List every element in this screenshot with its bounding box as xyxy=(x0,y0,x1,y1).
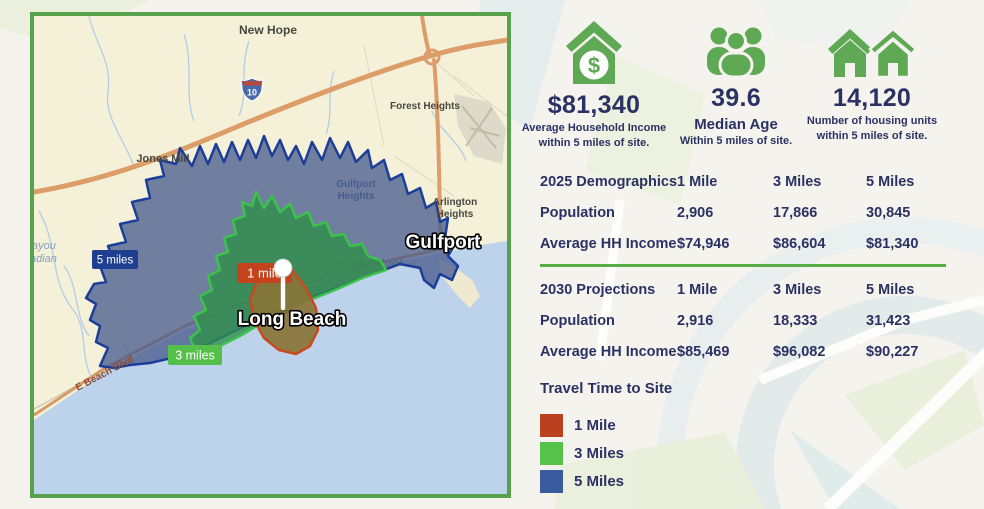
cell-value: $96,082 xyxy=(773,343,826,360)
column-header: 5 Miles xyxy=(866,281,915,298)
svg-text:ayou: ayou xyxy=(34,240,56,252)
map-label-bayou: ayou adian xyxy=(34,240,57,265)
cell-value: $74,946 xyxy=(677,235,730,252)
interstate-10-shield-icon: 10 xyxy=(240,77,264,102)
table-2025-demographics: 2025 Demographics 1 Mile 3 Miles 5 Miles… xyxy=(540,166,946,259)
cell-value: $81,340 xyxy=(866,235,919,252)
row-label: Population xyxy=(540,204,615,221)
stat-median-age: 39.6 Median Age Within 5 miles of site. xyxy=(658,25,814,148)
table-row: Population 2,906 17,866 30,845 xyxy=(540,197,946,228)
stat-average-household-income: $ $81,340 Average Household Income withi… xyxy=(521,21,667,150)
map-canvas: Gaston Point Gulfport Heights 10 New Hop… xyxy=(34,16,507,494)
map-label-long-beach: Long Beach xyxy=(238,309,347,330)
svg-text:adian: adian xyxy=(34,253,57,265)
stat-desc-line: within 5 miles of site. xyxy=(816,130,928,142)
table-row: Population 2,916 18,333 31,423 xyxy=(540,305,946,336)
legend-label: 3 Miles xyxy=(574,445,625,462)
svg-text:3 miles: 3 miles xyxy=(175,349,215,363)
cell-value: 2,916 xyxy=(677,312,714,329)
map-minor-roads xyxy=(363,45,507,197)
stat-housing-units: 14,120 Number of housing units within 5 … xyxy=(792,29,952,143)
stat-value: $81,340 xyxy=(547,91,641,119)
map-airport xyxy=(454,94,506,164)
cell-value: 30,845 xyxy=(866,204,911,221)
people-group-icon xyxy=(658,25,814,77)
cell-value: $90,227 xyxy=(866,343,919,360)
stat-desc-line: Within 5 miles of site. xyxy=(679,135,793,147)
map-label-new-hope: New Hope xyxy=(239,23,297,37)
column-header: 3 Miles xyxy=(773,281,822,298)
demographics-tables: 2025 Demographics 1 Mile 3 Miles 5 Miles… xyxy=(540,166,946,367)
badge-3-miles: 3 miles xyxy=(168,345,222,365)
table-title: 2030 Projections xyxy=(540,281,656,298)
income-house-icon: $ xyxy=(521,21,667,84)
table-header-row: 2025 Demographics 1 Mile 3 Miles 5 Miles xyxy=(540,166,946,197)
legend-label: 5 Miles xyxy=(574,473,625,490)
green-divider xyxy=(540,264,946,267)
cell-value: 2,906 xyxy=(677,204,714,221)
map-place-labels: New Hope Jones Mill Forest Heights Arlin… xyxy=(136,23,477,220)
legend-title: Travel Time to Site xyxy=(540,380,673,397)
site-pin-icon xyxy=(273,258,293,314)
cell-value: 17,866 xyxy=(773,204,818,221)
stat-desc-line: Number of housing units xyxy=(806,115,938,127)
travel-time-legend: Travel Time to Site 1 Mile 3 Miles 5 Mil… xyxy=(540,380,672,496)
legend-item-1-mile: 1 Mile xyxy=(540,412,672,439)
map-rivers xyxy=(38,16,467,382)
stat-value: 39.6 xyxy=(711,84,761,112)
column-header: 1 Mile xyxy=(677,173,718,190)
table-row: Average HH Income $85,469 $96,082 $90,22… xyxy=(540,336,946,367)
legend-item-5-miles: 5 Miles xyxy=(540,468,672,495)
column-header: 3 Miles xyxy=(773,173,822,190)
stat-value: 14,120 xyxy=(832,84,912,112)
table-2030-projections: 2030 Projections 1 Mile 3 Miles 5 Miles … xyxy=(540,274,946,367)
map-label-arlington-heights: Arlington Heights xyxy=(433,197,477,220)
legend-swatch-5-miles xyxy=(540,470,563,493)
legend-label: 1 Mile xyxy=(574,417,616,434)
row-label: Population xyxy=(540,312,615,329)
legend-item-3-miles: 3 Miles xyxy=(540,440,672,467)
legend-swatch-3-miles xyxy=(540,442,563,465)
table-row: Average HH Income $74,946 $86,604 $81,34… xyxy=(540,228,946,259)
svg-text:10: 10 xyxy=(247,88,257,98)
cell-value: 18,333 xyxy=(773,312,818,329)
cell-value: $85,469 xyxy=(677,343,730,360)
map-label-gulfport: Gulfport xyxy=(406,232,482,253)
svg-text:Arlington: Arlington xyxy=(433,197,477,208)
map-label-jones-mill: Jones Mill xyxy=(136,153,189,165)
row-label: Average HH Income xyxy=(540,343,677,360)
cell-value: 31,423 xyxy=(866,312,911,329)
svg-text:1 mile: 1 mile xyxy=(247,266,282,281)
stat-sublabel: Median Age xyxy=(694,116,778,133)
map-label-forest-heights: Forest Heights xyxy=(390,101,460,112)
row-label: Average HH Income xyxy=(540,235,677,252)
houses-icon xyxy=(792,29,952,77)
table-header-row: 2030 Projections 1 Mile 3 Miles 5 Miles xyxy=(540,274,946,305)
badge-5-miles: 5 miles xyxy=(92,250,138,269)
table-title: 2025 Demographics xyxy=(540,173,678,190)
svg-text:5 miles: 5 miles xyxy=(97,255,134,267)
site-radius-map: Gaston Point Gulfport Heights 10 New Hop… xyxy=(30,12,511,498)
svg-text:Heights: Heights xyxy=(437,209,474,220)
stat-desc-line: Average Household Income xyxy=(521,122,667,134)
map-water-gulf xyxy=(34,241,507,494)
cell-value: $86,604 xyxy=(773,235,826,252)
svg-text:$: $ xyxy=(588,53,600,78)
stat-desc-line: within 5 miles of site. xyxy=(538,137,650,149)
legend-swatch-1-mile xyxy=(540,414,563,437)
column-header: 5 Miles xyxy=(866,173,915,190)
column-header: 1 Mile xyxy=(677,281,718,298)
